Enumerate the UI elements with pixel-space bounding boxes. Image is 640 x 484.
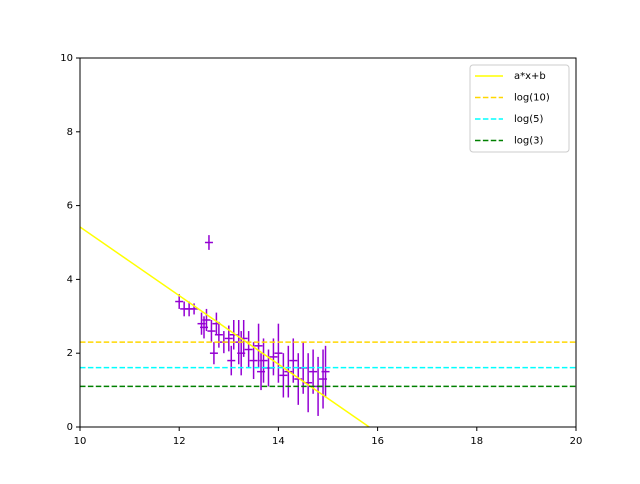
x-tick-label: 18 xyxy=(470,436,483,447)
y-tick-label: 8 xyxy=(67,127,73,138)
legend-label: log(5) xyxy=(514,114,544,125)
y-tick-label: 2 xyxy=(67,348,73,359)
x-tick-label: 16 xyxy=(371,436,384,447)
x-tick-label: 20 xyxy=(570,436,583,447)
legend-label: a*x+b xyxy=(514,71,546,82)
legend-label: log(3) xyxy=(514,136,544,147)
x-tick-label: 14 xyxy=(272,436,285,447)
x-tick-label: 12 xyxy=(173,436,186,447)
y-tick-label: 6 xyxy=(67,201,73,212)
series-line xyxy=(80,226,370,427)
plot-frame xyxy=(79,57,577,428)
legend-label: log(10) xyxy=(514,93,550,104)
y-tick-label: 0 xyxy=(67,422,73,433)
legend-box xyxy=(469,64,570,153)
y-tick-label: 10 xyxy=(60,53,73,64)
y-tick-label: 4 xyxy=(67,274,73,285)
x-tick-label: 10 xyxy=(74,436,87,447)
